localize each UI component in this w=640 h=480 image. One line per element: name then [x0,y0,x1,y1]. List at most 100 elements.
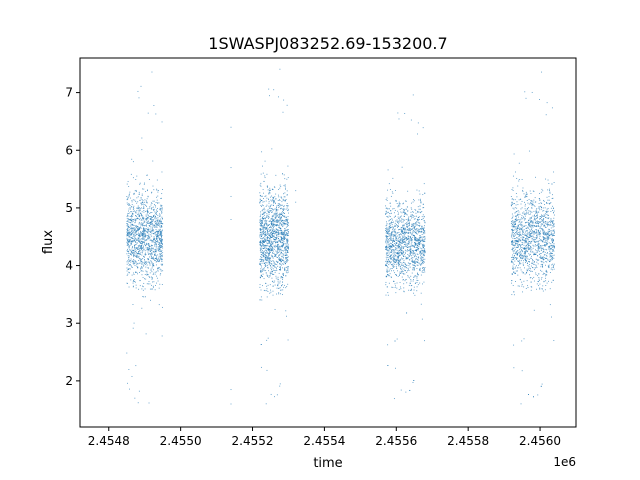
data-point [389,225,391,227]
data-point [387,211,389,213]
data-point [404,231,405,233]
data-point [414,239,416,241]
data-point [400,252,402,254]
data-point [260,229,262,231]
data-point [407,246,409,248]
data-point [135,231,137,233]
data-point [273,213,275,215]
data-point [144,242,146,244]
data-point [260,245,262,247]
data-point [418,211,420,213]
data-point [410,219,412,221]
data-point [146,219,148,221]
data-point [130,241,132,243]
data-point [391,232,393,234]
data-point [407,267,409,269]
data-point [161,243,162,245]
data-point [421,219,423,220]
data-point [126,282,128,284]
data-point [152,160,154,162]
data-point [390,227,391,229]
data-point [127,273,129,275]
data-point [272,246,273,248]
data-point [273,231,275,233]
data-point [545,237,547,239]
data-point [272,273,274,275]
data-point [158,229,160,231]
data-point [535,274,537,276]
data-point [259,261,261,262]
data-point [131,260,133,262]
data-point [269,189,271,191]
data-point [402,210,404,212]
data-point [397,247,399,248]
data-point [407,231,409,233]
data-point [259,229,261,231]
data-point [389,261,391,263]
data-point [541,261,543,263]
data-point [161,239,163,241]
data-point [406,282,408,284]
data-point [516,207,518,209]
data-point [134,248,136,250]
data-point [129,250,131,251]
data-point [270,225,272,227]
data-point [284,200,286,202]
data-point [274,308,276,310]
data-point [530,245,531,247]
data-point [144,225,146,227]
data-point [280,228,282,230]
data-point [127,218,129,220]
data-point [517,219,519,221]
data-point [545,280,547,282]
data-point [535,212,537,214]
data-point [272,189,274,191]
data-point [512,228,514,230]
data-point [281,245,283,247]
data-point [523,280,525,282]
data-point [275,228,277,230]
data-point [281,238,283,240]
data-point [539,218,541,220]
data-point [262,218,264,220]
data-point [260,201,262,203]
data-point [390,226,392,228]
data-point [137,212,139,214]
data-point [271,241,272,243]
data-point [401,276,403,278]
data-point [285,310,287,312]
data-point [548,237,549,239]
data-point [411,228,413,230]
data-point [263,255,265,257]
data-point [260,215,262,217]
data-point [127,223,128,225]
data-point [386,271,388,273]
data-point [532,238,533,240]
data-point [154,273,156,275]
data-point [412,252,414,254]
data-point [145,230,147,232]
data-point [528,253,530,255]
data-point [410,240,412,242]
data-point [392,239,394,241]
data-point [142,217,143,219]
data-point [386,233,388,235]
data-point [263,218,265,219]
data-point [138,238,140,240]
data-point [149,222,151,224]
data-point [160,235,162,237]
data-point [147,231,149,233]
data-point [401,246,403,248]
data-point [414,227,416,228]
data-point [140,212,142,214]
data-point [126,250,128,252]
data-point [151,253,153,255]
data-point [539,209,541,211]
data-point [137,230,139,232]
data-point [137,263,139,265]
data-point [280,252,282,254]
data-point [547,238,549,240]
data-point [263,254,265,256]
data-point [394,235,395,237]
data-point [283,231,285,233]
